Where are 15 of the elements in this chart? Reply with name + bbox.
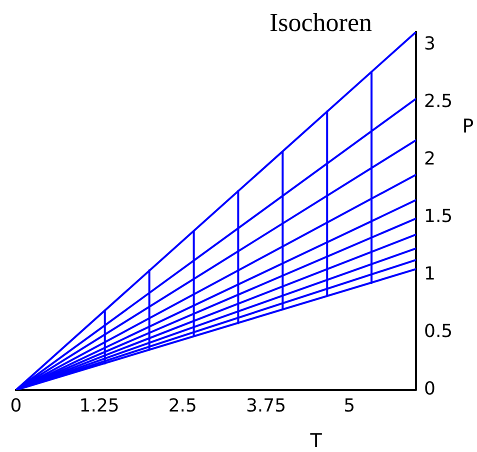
y-tick-label: 2 <box>424 148 436 170</box>
x-tick-label: 1.25 <box>79 395 120 416</box>
x-axis-title: T <box>309 430 322 452</box>
y-tick-label: 1.5 <box>424 206 453 228</box>
y-tick-label: 0.5 <box>424 321 453 342</box>
y-tick-label: 0 <box>424 378 436 400</box>
y-tick-label: 3 <box>424 33 436 54</box>
x-tick-label: 2.5 <box>168 395 197 416</box>
y-axis-title: P <box>462 115 474 138</box>
y-tick-label: 1 <box>424 264 436 285</box>
y-tick-label: 2.5 <box>424 90 453 112</box>
x-tick-label: 5 <box>344 395 356 416</box>
x-tick-label: 0 <box>10 395 22 416</box>
x-tick-label: 3.75 <box>246 395 286 416</box>
chart-title: Isochoren <box>269 8 372 37</box>
